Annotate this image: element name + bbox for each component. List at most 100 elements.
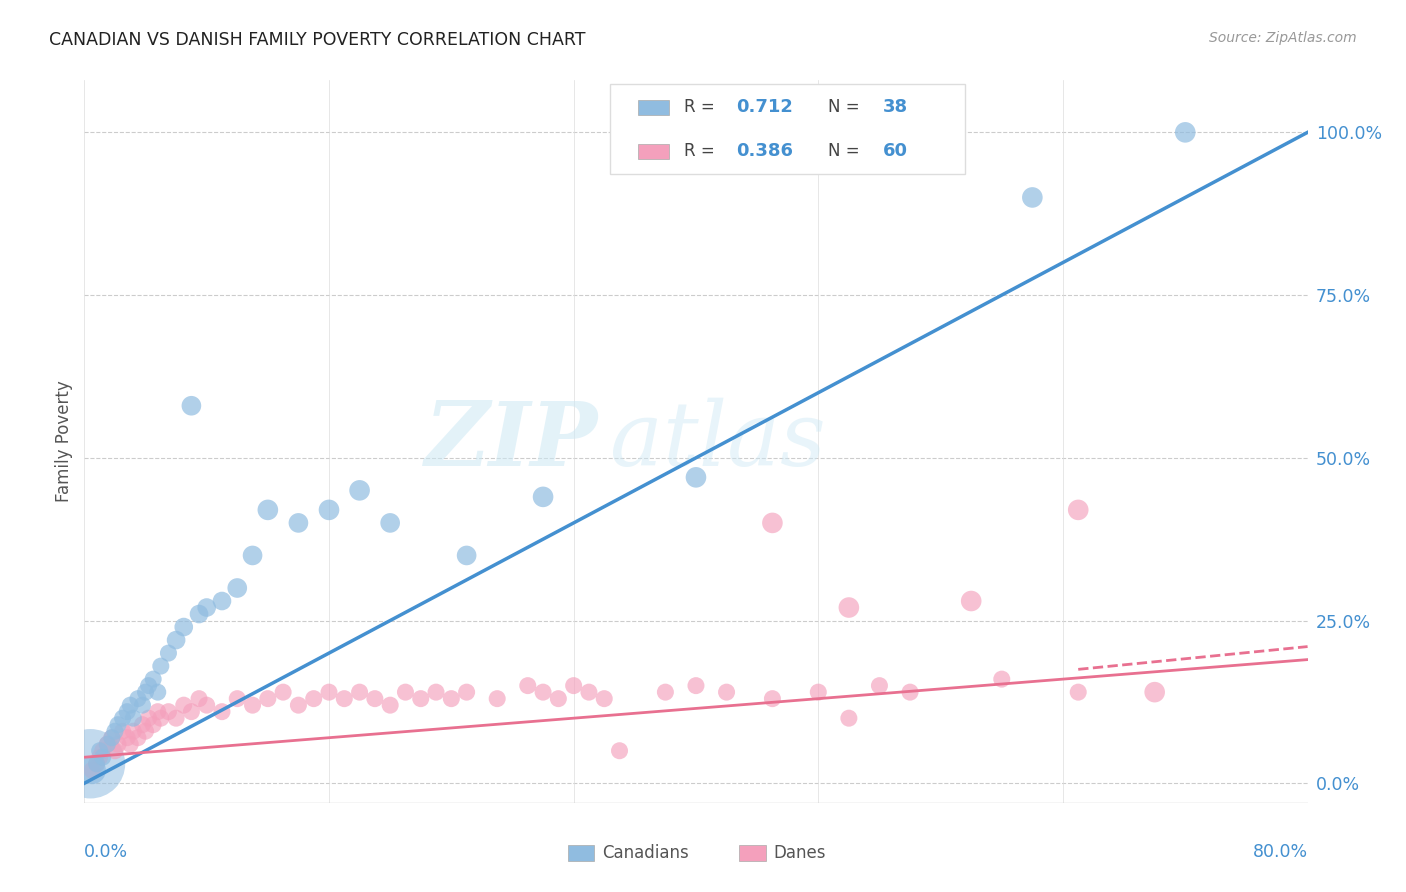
Text: 0.0%: 0.0%	[84, 843, 128, 861]
Point	[440, 691, 463, 706]
Text: Canadians: Canadians	[602, 845, 689, 863]
Point	[142, 717, 165, 731]
Point	[380, 516, 402, 530]
Point	[1067, 685, 1090, 699]
Point	[138, 679, 160, 693]
Text: atlas: atlas	[610, 398, 827, 485]
Text: 0.386: 0.386	[737, 143, 793, 161]
Point	[146, 685, 169, 699]
Point	[120, 698, 142, 713]
Point	[257, 691, 280, 706]
Point	[146, 705, 169, 719]
Point	[111, 711, 134, 725]
Point	[89, 744, 111, 758]
Point	[138, 711, 160, 725]
Point	[257, 503, 280, 517]
Point	[135, 724, 157, 739]
Text: 60: 60	[883, 143, 908, 161]
FancyBboxPatch shape	[610, 84, 965, 174]
Text: N =: N =	[828, 143, 865, 161]
Text: R =: R =	[683, 98, 720, 116]
Point	[242, 698, 264, 713]
Point	[195, 698, 218, 713]
Point	[157, 646, 180, 660]
Point	[173, 620, 195, 634]
Point	[380, 698, 402, 713]
Point	[91, 744, 114, 758]
Point	[120, 737, 142, 751]
Point	[173, 698, 195, 713]
Point	[96, 737, 118, 751]
Point	[91, 750, 114, 764]
Point	[80, 764, 103, 778]
Point	[165, 711, 187, 725]
Point	[127, 731, 149, 745]
Text: CANADIAN VS DANISH FAMILY POVERTY CORRELATION CHART: CANADIAN VS DANISH FAMILY POVERTY CORREL…	[49, 31, 586, 49]
Point	[547, 691, 569, 706]
Point	[149, 659, 172, 673]
Point	[761, 691, 783, 706]
Point	[115, 731, 138, 745]
Point	[716, 685, 738, 699]
Point	[869, 679, 891, 693]
Point	[79, 756, 101, 771]
Point	[1067, 503, 1090, 517]
Text: N =: N =	[828, 98, 865, 116]
Point	[127, 691, 149, 706]
Point	[131, 698, 153, 713]
Text: Source: ZipAtlas.com: Source: ZipAtlas.com	[1209, 31, 1357, 45]
Point	[302, 691, 325, 706]
Point	[516, 679, 538, 693]
Point	[111, 724, 134, 739]
Point	[578, 685, 600, 699]
Point	[333, 691, 356, 706]
Point	[188, 607, 211, 621]
Point	[180, 399, 202, 413]
Point	[271, 685, 294, 699]
Point	[609, 744, 631, 758]
Point	[654, 685, 676, 699]
Point	[349, 685, 371, 699]
Point	[149, 711, 172, 725]
Point	[486, 691, 509, 706]
Point	[287, 698, 309, 713]
Point	[1143, 685, 1166, 699]
Bar	[568, 845, 595, 861]
Point	[685, 679, 707, 693]
Point	[107, 717, 129, 731]
Point	[165, 633, 187, 648]
Point	[807, 685, 830, 699]
Point	[195, 600, 218, 615]
Point	[593, 691, 616, 706]
Point	[226, 691, 249, 706]
Text: 38: 38	[883, 98, 908, 116]
Point	[425, 685, 447, 699]
Text: ZIP: ZIP	[425, 399, 598, 484]
Point	[838, 600, 860, 615]
Point	[80, 764, 103, 778]
Point	[101, 731, 124, 745]
Point	[349, 483, 371, 498]
Point	[562, 679, 585, 693]
Point	[188, 691, 211, 706]
Point	[898, 685, 921, 699]
Point	[531, 685, 554, 699]
Point	[157, 705, 180, 719]
Point	[107, 737, 129, 751]
Point	[226, 581, 249, 595]
Point	[838, 711, 860, 725]
Point	[991, 672, 1014, 686]
Bar	[638, 144, 669, 159]
Point	[135, 685, 157, 699]
Point	[101, 731, 124, 745]
Text: Danes: Danes	[773, 845, 825, 863]
Text: 80.0%: 80.0%	[1253, 843, 1308, 861]
Point	[142, 672, 165, 686]
Point	[131, 717, 153, 731]
Point	[96, 737, 118, 751]
Point	[318, 503, 340, 517]
Point	[86, 756, 108, 771]
Point	[960, 594, 983, 608]
Point	[122, 711, 145, 725]
Point	[1021, 190, 1043, 204]
